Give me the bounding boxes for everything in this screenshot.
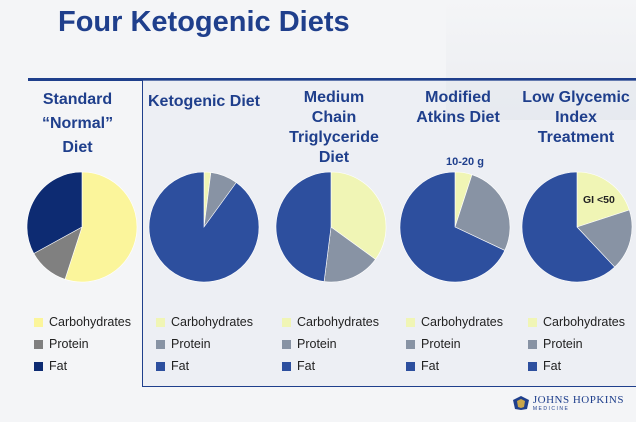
legend-label: Carbohydrates <box>171 315 253 329</box>
page-title: Four Ketogenic Diets <box>58 6 350 38</box>
legend-standard: Carbohydrates Protein Fat <box>34 311 131 377</box>
legend-item-carbohydrates: Carbohydrates <box>406 311 503 333</box>
background-building <box>446 0 636 120</box>
legend-item-protein: Protein <box>528 333 625 355</box>
diet-title-line: Index <box>555 109 597 126</box>
pie-slice-carbohydrates <box>64 171 138 283</box>
legend-swatch <box>34 339 43 349</box>
legend-swatch <box>406 339 415 349</box>
pie-slice-carbohydrates <box>330 171 387 260</box>
logo-name: JOHNS HOPKINS <box>532 394 624 406</box>
legend-ketogenic: Carbohydrates Protein Fat <box>156 311 253 377</box>
diet-title: Modified Atkins Diet <box>396 88 520 128</box>
legend-label: Fat <box>171 359 190 373</box>
logo-sub: MEDICINE <box>532 406 570 412</box>
legend-label: Protein <box>171 337 211 351</box>
diet-title-line: Chain <box>311 109 357 126</box>
legend-label: Carbohydrates <box>421 315 503 329</box>
pie-slice-carbohydrates <box>576 171 630 228</box>
legend-mct: Carbohydrates Protein Fat <box>282 311 379 377</box>
pie-chart-atkins <box>399 171 511 283</box>
annotation-lgit: GI <50 <box>583 194 615 206</box>
legend-label: Fat <box>49 359 68 373</box>
diet-title-line: “Normal” <box>41 115 114 132</box>
diet-title-line: Triglyceride <box>289 129 379 146</box>
legend-lgit: Carbohydrates Protein Fat <box>528 311 625 377</box>
legend-swatch <box>528 317 537 327</box>
legend-label: Fat <box>297 359 316 373</box>
legend-swatch <box>406 361 415 371</box>
legend-swatch <box>156 339 165 349</box>
legend-item-fat: Fat <box>406 355 503 377</box>
diet-title-line: Diet <box>318 149 350 166</box>
diet-title: Standard “Normal” Diet <box>10 88 145 160</box>
pie-chart-ketogenic <box>148 171 260 283</box>
diet-title: Medium Chain Triglyceride Diet <box>272 88 396 168</box>
diet-title-line: Standard <box>42 91 113 108</box>
legend-atkins: Carbohydrates Protein Fat <box>406 311 503 377</box>
diet-column-ketogenic: Ketogenic Diet <box>142 88 266 112</box>
pie-slice-protein <box>576 209 633 268</box>
pie-slice-fat <box>521 171 616 283</box>
legend-swatch <box>282 317 291 327</box>
diet-title-line: Modified <box>425 89 491 106</box>
diet-column-atkins: Modified Atkins Diet <box>396 88 520 128</box>
diet-column-lgit: Low Glycemic Index Treatment <box>514 88 636 148</box>
legend-swatch <box>282 361 291 371</box>
legend-swatch <box>156 361 165 371</box>
johns-hopkins-logo: JOHNS HOPKINS MEDICINE <box>512 394 624 412</box>
legend-item-fat: Fat <box>156 355 253 377</box>
diet-title-line: Diet <box>62 139 93 156</box>
legend-swatch <box>282 339 291 349</box>
legend-swatch <box>406 317 415 327</box>
diet-title: Low Glycemic Index Treatment <box>514 88 636 148</box>
pie-slice-protein <box>454 174 511 251</box>
title-rule <box>28 78 636 81</box>
pie-slice-fat <box>399 171 506 283</box>
legend-label: Fat <box>543 359 562 373</box>
shield-icon <box>512 396 529 410</box>
diet-title-line: Medium <box>303 89 365 106</box>
legend-item-protein: Protein <box>282 333 379 355</box>
legend-label: Carbohydrates <box>543 315 625 329</box>
annotation-atkins: 10-20 g <box>446 156 484 168</box>
pie-chart-standard <box>26 171 138 283</box>
legend-item-carbohydrates: Carbohydrates <box>34 311 131 333</box>
legend-label: Protein <box>49 337 89 351</box>
diet-title-line: Treatment <box>537 129 615 146</box>
legend-label: Protein <box>543 337 583 351</box>
diet-column-mct: Medium Chain Triglyceride Diet <box>272 88 396 168</box>
legend-item-fat: Fat <box>528 355 625 377</box>
legend-item-protein: Protein <box>156 333 253 355</box>
legend-swatch <box>34 317 43 327</box>
legend-label: Protein <box>421 337 461 351</box>
diet-title-line: Low Glycemic <box>522 89 630 106</box>
legend-label: Carbohydrates <box>297 315 379 329</box>
pie-slice-protein <box>323 226 376 283</box>
legend-swatch <box>156 317 165 327</box>
legend-label: Protein <box>297 337 337 351</box>
pie-chart-lgit <box>521 171 633 283</box>
legend-item-protein: Protein <box>406 333 503 355</box>
legend-swatch <box>34 361 43 371</box>
legend-item-carbohydrates: Carbohydrates <box>156 311 253 333</box>
legend-item-protein: Protein <box>34 333 131 355</box>
legend-label: Carbohydrates <box>49 315 131 329</box>
diet-title-line: Ketogenic Diet <box>147 93 260 110</box>
diet-title: Ketogenic Diet <box>142 92 266 112</box>
pie-slice-fat <box>26 171 83 254</box>
legend-item-carbohydrates: Carbohydrates <box>282 311 379 333</box>
pie-chart-mct <box>275 171 387 283</box>
legend-item-carbohydrates: Carbohydrates <box>528 311 625 333</box>
legend-item-fat: Fat <box>34 355 131 377</box>
pie-slice-fat <box>275 171 332 282</box>
diet-title-line: Atkins Diet <box>416 109 500 126</box>
legend-swatch <box>528 339 537 349</box>
legend-swatch <box>528 361 537 371</box>
legend-label: Fat <box>421 359 440 373</box>
diet-column-standard: Standard “Normal” Diet <box>10 88 145 160</box>
pie-slice-fat <box>148 171 260 283</box>
legend-item-fat: Fat <box>282 355 379 377</box>
